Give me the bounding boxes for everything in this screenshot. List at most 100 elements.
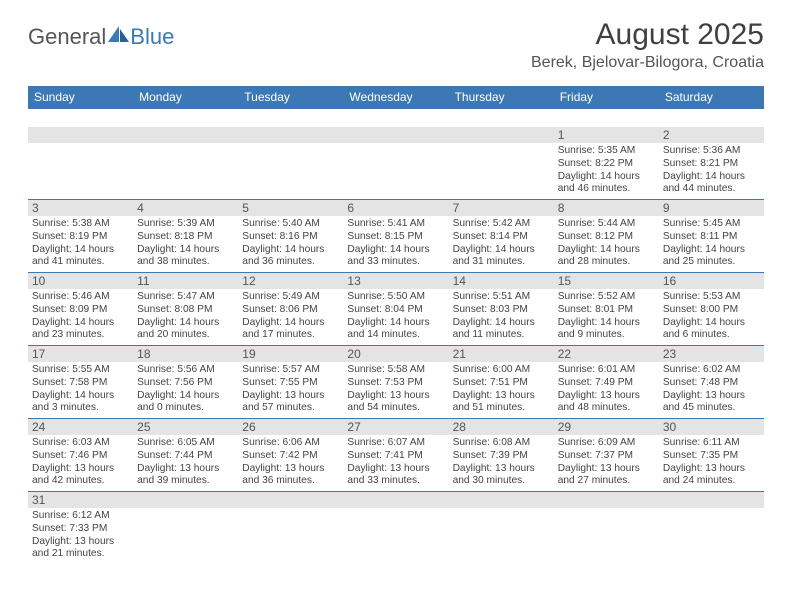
brand-word1: General (28, 24, 106, 50)
day-cell (28, 143, 133, 199)
sunset-line: Sunset: 7:46 PM (32, 450, 129, 463)
day-header: Wednesday (343, 86, 448, 109)
day1-line: Daylight: 14 hours (242, 317, 339, 330)
day-number: 27 (343, 419, 448, 435)
sunset-line: Sunset: 7:35 PM (663, 450, 760, 463)
day-cell (659, 508, 764, 564)
daynum-bar: 3456789 (28, 200, 764, 216)
sunrise-line: Sunrise: 5:36 AM (663, 145, 760, 158)
day-details: Sunrise: 5:56 AMSunset: 7:56 PMDaylight:… (137, 364, 234, 415)
day1-line: Daylight: 14 hours (32, 244, 129, 257)
sunrise-line: Sunrise: 5:57 AM (242, 364, 339, 377)
sunset-line: Sunset: 7:49 PM (558, 377, 655, 390)
day1-line: Daylight: 14 hours (137, 390, 234, 403)
day1-line: Daylight: 14 hours (137, 317, 234, 330)
day-number: 8 (554, 200, 659, 216)
day-cell: Sunrise: 5:44 AMSunset: 8:12 PMDaylight:… (554, 216, 659, 272)
sunset-line: Sunset: 8:21 PM (663, 158, 760, 171)
day2-line: and 41 minutes. (32, 256, 129, 269)
day1-line: Daylight: 13 hours (453, 463, 550, 476)
week-row: Sunrise: 5:55 AMSunset: 7:58 PMDaylight:… (28, 362, 764, 419)
day-number: 2 (659, 127, 764, 143)
day-details: Sunrise: 5:45 AMSunset: 8:11 PMDaylight:… (663, 218, 760, 269)
day-details: Sunrise: 5:41 AMSunset: 8:15 PMDaylight:… (347, 218, 444, 269)
day-header: Friday (554, 86, 659, 109)
sunset-line: Sunset: 8:19 PM (32, 231, 129, 244)
day-number (133, 127, 238, 143)
day-details: Sunrise: 5:57 AMSunset: 7:55 PMDaylight:… (242, 364, 339, 415)
spacer-row (28, 109, 764, 127)
day-cell: Sunrise: 6:09 AMSunset: 7:37 PMDaylight:… (554, 435, 659, 491)
sunrise-line: Sunrise: 6:12 AM (32, 510, 129, 523)
sunset-line: Sunset: 8:18 PM (137, 231, 234, 244)
sunrise-line: Sunrise: 6:06 AM (242, 437, 339, 450)
day-number (659, 492, 764, 508)
day-cell: Sunrise: 5:46 AMSunset: 8:09 PMDaylight:… (28, 289, 133, 345)
day-number: 30 (659, 419, 764, 435)
day-details: Sunrise: 5:36 AMSunset: 8:21 PMDaylight:… (663, 145, 760, 196)
day-number (343, 492, 448, 508)
day-number (449, 492, 554, 508)
day-cell (554, 508, 659, 564)
day2-line: and 20 minutes. (137, 329, 234, 342)
day2-line: and 28 minutes. (558, 256, 655, 269)
day-details: Sunrise: 5:35 AMSunset: 8:22 PMDaylight:… (558, 145, 655, 196)
day-details: Sunrise: 6:01 AMSunset: 7:49 PMDaylight:… (558, 364, 655, 415)
sunrise-line: Sunrise: 5:51 AM (453, 291, 550, 304)
sunset-line: Sunset: 7:55 PM (242, 377, 339, 390)
sunset-line: Sunset: 8:04 PM (347, 304, 444, 317)
day-cell (238, 143, 343, 199)
sunrise-line: Sunrise: 5:53 AM (663, 291, 760, 304)
day-header: Saturday (659, 86, 764, 109)
day-cell: Sunrise: 5:35 AMSunset: 8:22 PMDaylight:… (554, 143, 659, 199)
sunrise-line: Sunrise: 6:01 AM (558, 364, 655, 377)
sunrise-line: Sunrise: 5:35 AM (558, 145, 655, 158)
week-row: Sunrise: 6:03 AMSunset: 7:46 PM Daylight:… (28, 435, 764, 492)
day-cell: Sunrise: 5:51 AMSunset: 8:03 PMDaylight:… (449, 289, 554, 345)
day-number: 16 (659, 273, 764, 289)
day-details: Sunrise: 5:47 AMSunset: 8:08 PMDaylight:… (137, 291, 234, 342)
sunrise-line: Sunrise: 5:41 AM (347, 218, 444, 231)
sunset-line: Sunset: 8:22 PM (558, 158, 655, 171)
sunrise-line: Sunrise: 5:38 AM (32, 218, 129, 231)
day-number: 5 (238, 200, 343, 216)
day1-line: Daylight: 14 hours (663, 171, 760, 184)
week-row: Sunrise: 5:46 AMSunset: 8:09 PMDaylight:… (28, 289, 764, 346)
sunrise-line: Sunrise: 5:42 AM (453, 218, 550, 231)
sunset-line: Sunset: 7:53 PM (347, 377, 444, 390)
day1-line: Daylight: 14 hours (32, 317, 129, 330)
day-cell: Sunrise: 6:12 AMSunset: 7:33 PMDaylight:… (28, 508, 133, 564)
day-cell: Sunrise: 6:02 AMSunset: 7:48 PMDaylight:… (659, 362, 764, 418)
sunset-line: Sunset: 7:42 PM (242, 450, 339, 463)
sunset-line: Sunset: 8:08 PM (137, 304, 234, 317)
sunrise-line: Sunrise: 5:39 AM (137, 218, 234, 231)
day-number: 12 (238, 273, 343, 289)
day-number: 7 (449, 200, 554, 216)
week-row: Sunrise: 5:35 AMSunset: 8:22 PM Daylight:… (28, 143, 764, 200)
day2-line: and 23 minutes. (32, 329, 129, 342)
day-cell (238, 508, 343, 564)
day-cell: Sunrise: 5:38 AMSunset: 8:19 PMDaylight:… (28, 216, 133, 272)
day-details: Sunrise: 6:03 AMSunset: 7:46 PMDaylight:… (32, 437, 129, 488)
day2-line: and 39 minutes. (137, 475, 234, 488)
day-cell: Sunrise: 5:52 AMSunset: 8:01 PMDaylight:… (554, 289, 659, 345)
sunset-line: Sunset: 8:16 PM (242, 231, 339, 244)
day-number (554, 492, 659, 508)
day1-line: Daylight: 13 hours (663, 463, 760, 476)
sunrise-line: Sunrise: 6:03 AM (32, 437, 129, 450)
day-details: Sunrise: 5:44 AMSunset: 8:12 PMDaylight:… (558, 218, 655, 269)
day1-line: Daylight: 13 hours (558, 463, 655, 476)
title-block: August 2025 Berek, Bjelovar-Bilogora, Cr… (531, 18, 764, 72)
week-row: Sunrise: 6:12 AMSunset: 7:33 PMDaylight:… (28, 508, 764, 564)
day2-line: and 46 minutes. (558, 183, 655, 196)
day-number: 9 (659, 200, 764, 216)
sunset-line: Sunset: 8:15 PM (347, 231, 444, 244)
sunrise-line: Sunrise: 6:02 AM (663, 364, 760, 377)
day-details: Sunrise: 5:49 AMSunset: 8:06 PMDaylight:… (242, 291, 339, 342)
daynum-bar: 12 (28, 127, 764, 143)
day-details: Sunrise: 5:53 AMSunset: 8:00 PMDaylight:… (663, 291, 760, 342)
day-cell: Sunrise: 5:45 AMSunset: 8:11 PMDaylight:… (659, 216, 764, 272)
day1-line: Daylight: 14 hours (558, 317, 655, 330)
day-cell: Sunrise: 5:58 AMSunset: 7:53 PMDaylight:… (343, 362, 448, 418)
sunrise-line: Sunrise: 5:47 AM (137, 291, 234, 304)
